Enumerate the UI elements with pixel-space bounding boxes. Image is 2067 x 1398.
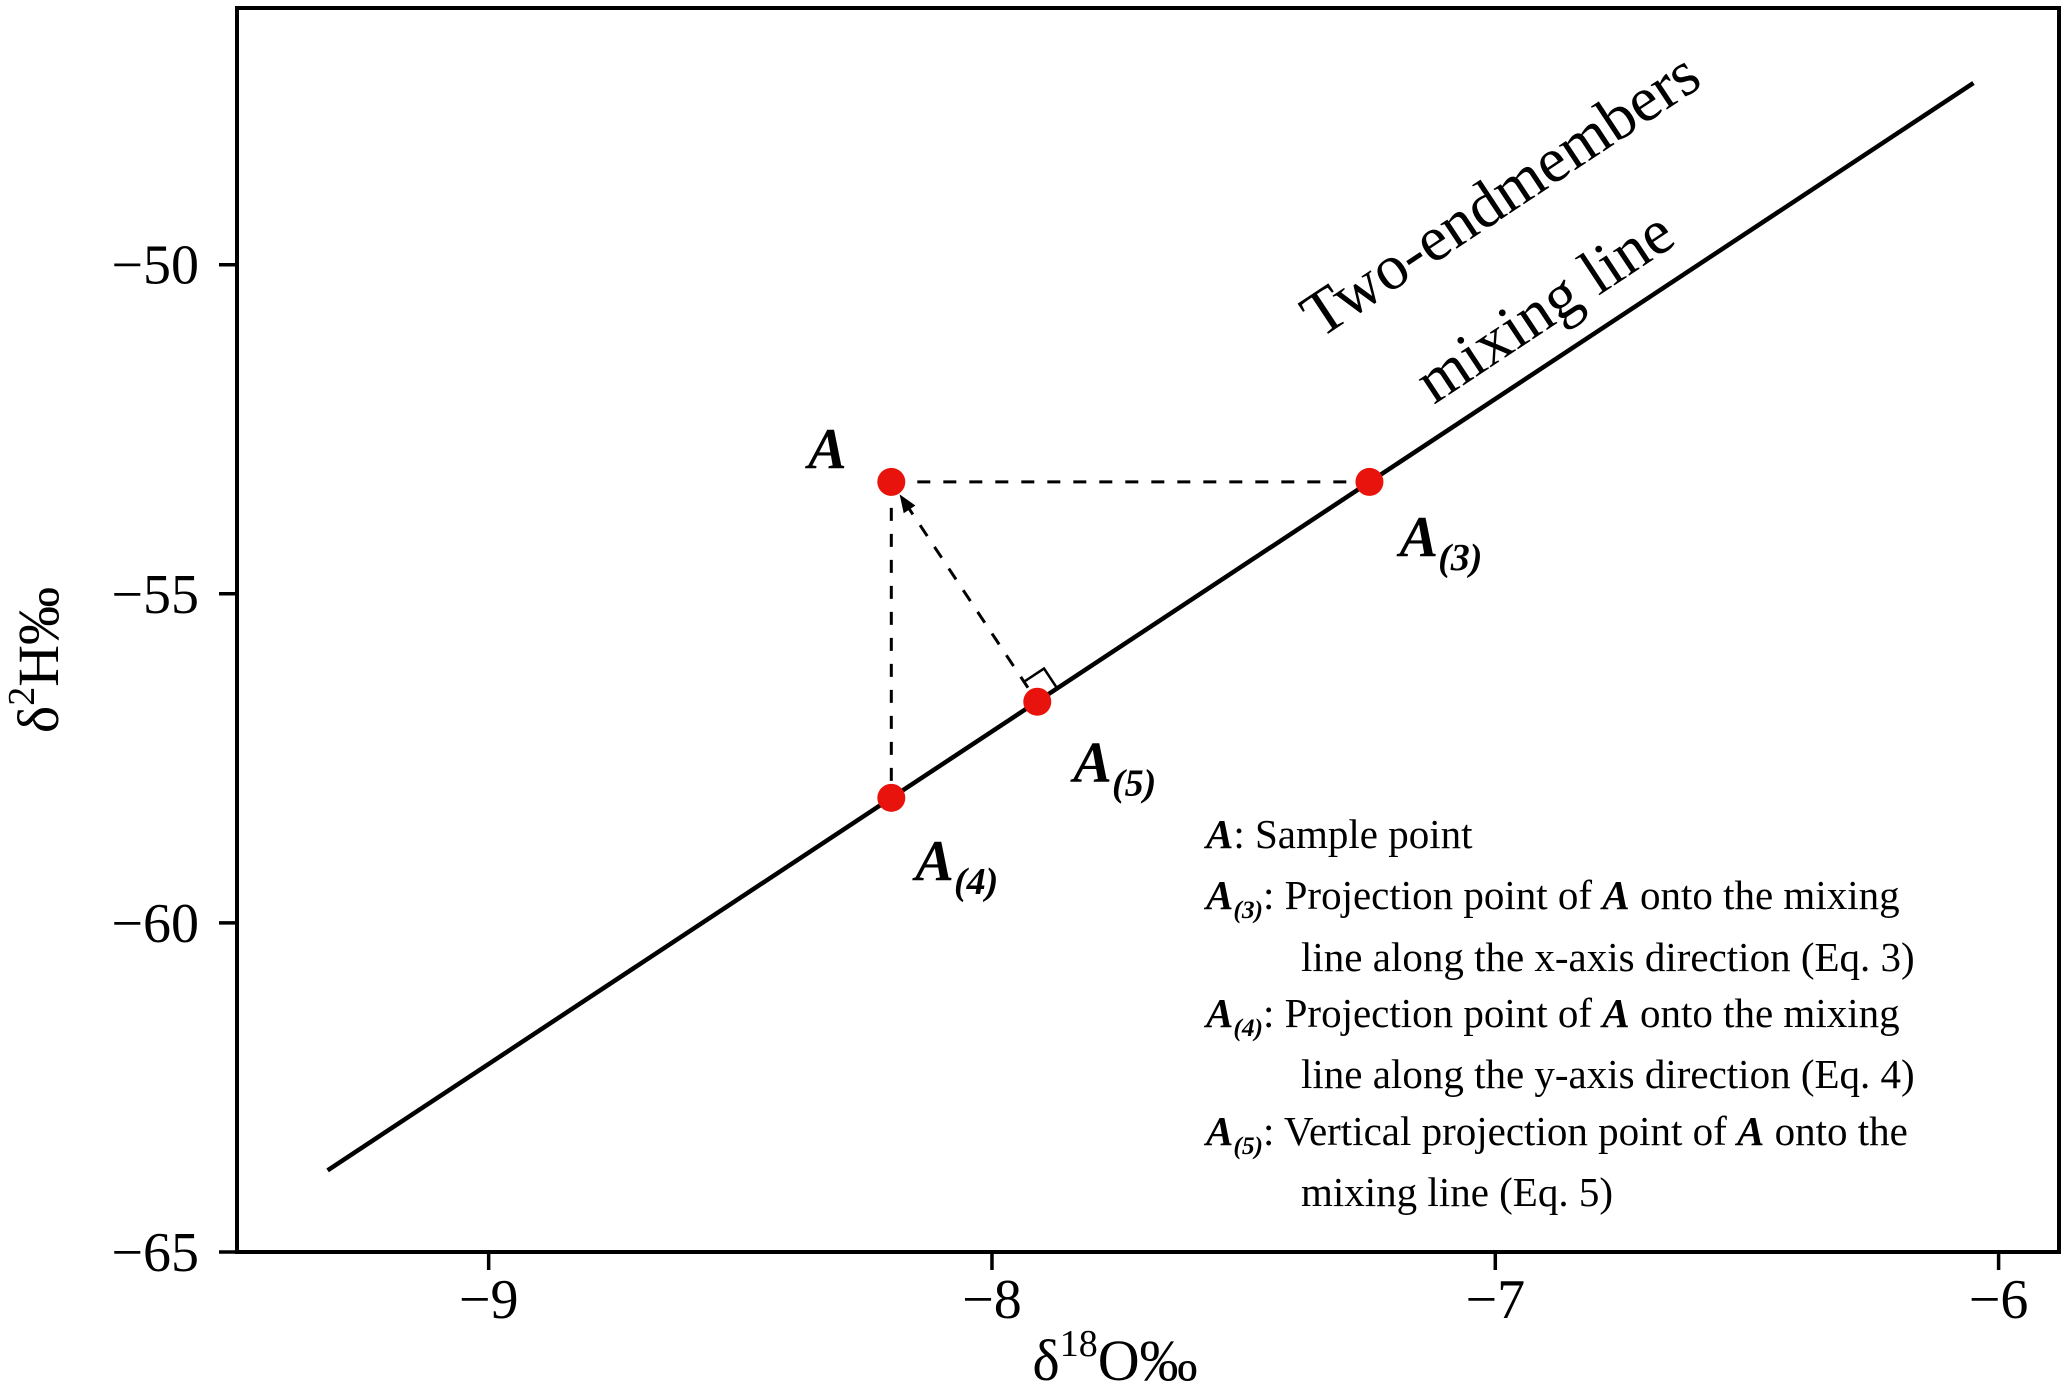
arrowhead [899, 494, 916, 514]
legend-line: A(4): Projection point of A onto the mix… [1206, 985, 2067, 1046]
legend-term-main: A [1206, 811, 1234, 857]
legend-text: onto the mixing [1629, 990, 1900, 1037]
y-tick-label: −65 [111, 1222, 199, 1284]
axis-ticks: −9 −8 −7 −6 −50 −55 −60 −65 [111, 235, 2028, 1331]
legend-term-sub: (3) [1233, 896, 1263, 925]
legend-term-sub: (5) [1233, 1132, 1263, 1161]
x-tick-label: −8 [962, 1269, 1022, 1331]
data-point-A4 [877, 783, 906, 812]
plot-frame [235, 6, 2061, 1254]
legend-item-A: A: Sample point [1206, 806, 2067, 867]
y-tick-label: −55 [111, 564, 199, 626]
legend-term: A(4) [1206, 990, 1263, 1042]
projection-connectors [889, 480, 1370, 798]
legend-line: A: Sample point [1206, 806, 2067, 867]
legend-text: : Projection point of [1262, 872, 1603, 919]
point-label-A3: A(3) [1396, 504, 1482, 579]
legend-line: A(3): Projection point of A onto the mix… [1206, 867, 2067, 928]
mixing-line-layer [326, 81, 1975, 1173]
legend-term-main: A [1206, 1107, 1234, 1154]
legend-term: A [1206, 811, 1233, 857]
data-point-A5 [1023, 687, 1052, 716]
legend-term: A(5) [1206, 1107, 1263, 1160]
two-endmembers-mixing-line [326, 81, 1975, 1173]
y-tick-label: −60 [111, 893, 199, 955]
y-axis-title-symbol: δ [6, 706, 71, 733]
legend-item-A3: A(3): Projection point of A onto the mix… [1206, 867, 2067, 985]
point-labels: A A(3) A(4) A(5) [805, 416, 1482, 903]
point-label-A5: A(5) [1070, 730, 1156, 805]
legend: A: Sample point A(3): Projection point o… [1206, 806, 2067, 1221]
data-point-A3 [1355, 467, 1384, 496]
x-tick-label: −9 [459, 1269, 519, 1331]
data-points [877, 467, 1384, 812]
y-axis-title: δ2H‰ [1, 587, 71, 733]
legend-item-A4: A(4): Projection point of A onto the mix… [1206, 985, 2067, 1103]
legend-term: A(3) [1206, 872, 1263, 924]
legend-text: onto the mixing [1629, 872, 1900, 919]
legend-text: onto the [1764, 1107, 1908, 1154]
x-axis-title-superscript: 18 [1060, 1323, 1098, 1365]
right-angle-marker [1023, 666, 1059, 690]
legend-continuation: mixing line (Eq. 5) [1301, 1169, 1614, 1216]
y-tick-label: −50 [111, 235, 199, 297]
legend-inline-a: A [1737, 1107, 1765, 1154]
legend-continuation: line along the x-axis direction (Eq. 3) [1301, 933, 1915, 980]
legend-text: : Projection point of [1262, 990, 1603, 1037]
legend-continuation: line along the y-axis direction (Eq. 4) [1301, 1051, 1915, 1098]
y-axis-title-superscript: 2 [1, 687, 43, 706]
legend-text: : Vertical projection point of [1262, 1107, 1738, 1154]
legend-term-main: A [1206, 872, 1234, 919]
y-axis-title-unit: H‰ [6, 587, 71, 687]
point-label-A4: A(4) [912, 828, 998, 903]
x-axis-title-unit: O‰ [1098, 1328, 1198, 1393]
x-tick-label: −6 [1969, 1269, 2029, 1331]
legend-text: : Sample point [1233, 811, 1473, 857]
legend-line: A(5): Vertical projection point of A ont… [1206, 1103, 2067, 1164]
data-point-A [877, 467, 906, 496]
x-axis-title: δ18O‰ [1032, 1323, 1197, 1393]
legend-term-sub: (4) [1233, 1014, 1263, 1043]
legend-term-main: A [1206, 990, 1234, 1037]
point-label-A: A [805, 416, 847, 481]
legend-inline-a: A [1602, 872, 1630, 919]
x-tick-label: −7 [1465, 1269, 1525, 1331]
x-axis-title-symbol: δ [1032, 1328, 1059, 1393]
legend-inline-a: A [1602, 990, 1630, 1037]
projection-line-A-A5 [890, 481, 1039, 703]
legend-item-A5: A(5): Vertical projection point of A ont… [1206, 1103, 2067, 1221]
